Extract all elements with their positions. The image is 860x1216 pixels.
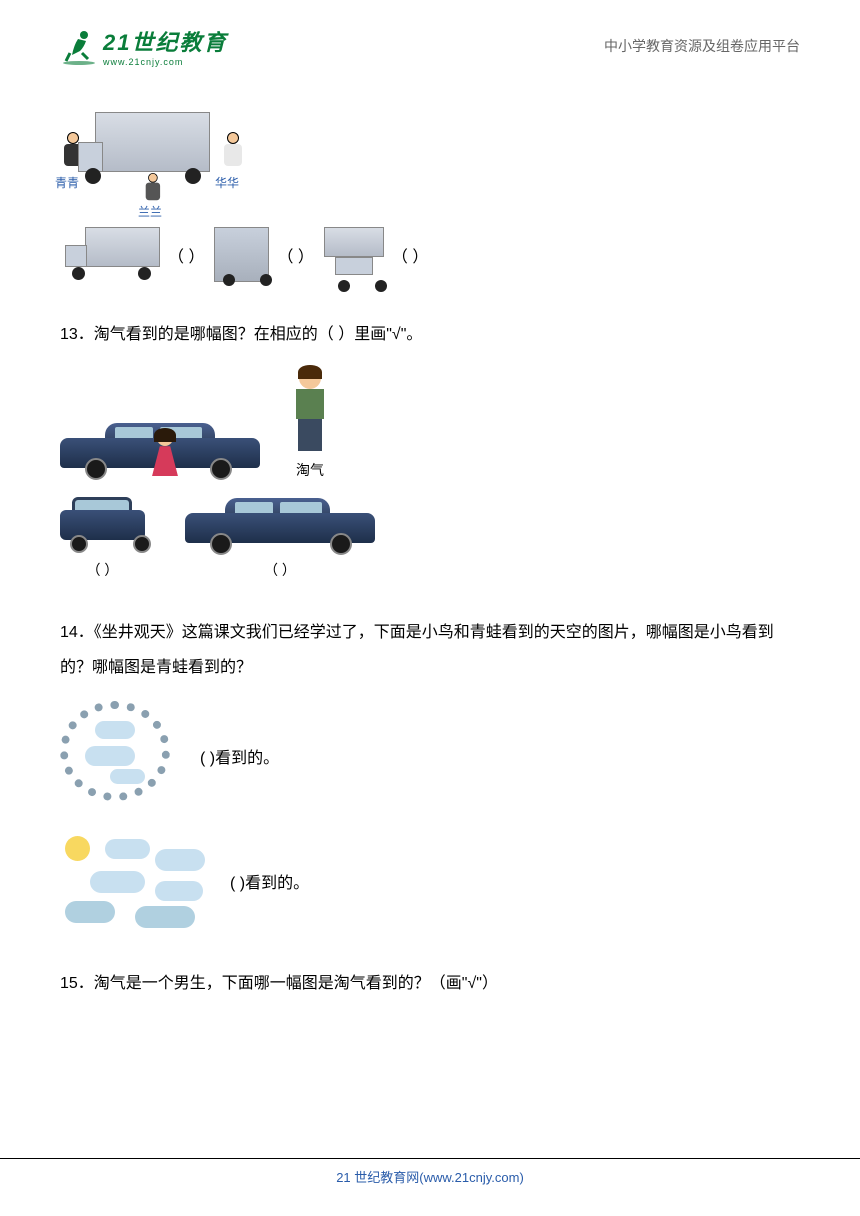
header: 21世纪教育 www.21cnjy.com 中小学教育资源及组卷应用平台: [0, 0, 860, 77]
truck-box: [95, 112, 210, 172]
answer-1[interactable]: ( )看到的。: [200, 744, 279, 768]
q15-block: 15．淘气是一个男生，下面哪一幅图是淘气看到的？（画"√"）: [60, 966, 800, 1001]
truck-option-2: （ ）: [214, 227, 313, 282]
truck-option-1: （ ）: [60, 227, 204, 282]
option-paren-1[interactable]: （ ）: [60, 560, 145, 580]
q15-text: 15．淘气是一个男生，下面哪一幅图是淘气看到的？（画"√"）: [60, 966, 800, 1001]
boy-label: 淘气: [290, 460, 330, 480]
footer: 21 世纪教育网(www.21cnjy.com): [0, 1158, 860, 1186]
footer-text: 21 世纪教育网(www.21cnjy.com): [60, 1167, 800, 1186]
q12-block: 青青 兰兰 华华: [60, 107, 800, 282]
truck-wheel: [185, 168, 201, 184]
truck-front-view: [324, 227, 384, 282]
car-side-with-girl: [60, 415, 260, 480]
paren-1[interactable]: （ ）: [168, 243, 204, 267]
sky-row-2: ( )看到的。: [60, 831, 800, 931]
sky-open-view: [60, 831, 210, 931]
truck-side-view: [60, 227, 160, 282]
q14-text: 14．《坐井观天》这篇课文我们已经学过了，下面是小鸟和青蛙看到的天空的图片，哪幅…: [60, 615, 800, 685]
logo-sub-text: www.21cnjy.com: [103, 57, 227, 67]
header-right-text: 中小学教育资源及组卷应用平台: [604, 36, 800, 56]
car-scene: 淘气: [60, 367, 800, 480]
content: 青青 兰兰 华华: [0, 77, 860, 1066]
car-option-side: （ ）: [185, 495, 375, 580]
car-options: （ ） （ ）: [60, 495, 800, 580]
q13-block: 13．淘气看到的是哪幅图？在相应的（ ）里画"√"。: [60, 317, 800, 580]
paren-3[interactable]: （ ）: [392, 243, 428, 267]
sky-row-1: ( )看到的。: [60, 701, 800, 811]
truck-wheel: [85, 168, 101, 184]
truck-back-view: [214, 227, 269, 282]
logo: 21世纪教育 www.21cnjy.com: [60, 25, 227, 67]
q14-block: 14．《坐井观天》这篇课文我们已经学过了，下面是小鸟和青蛙看到的天空的图片，哪幅…: [60, 615, 800, 930]
option-paren-2[interactable]: （ ）: [185, 560, 375, 580]
car-option-front: （ ）: [60, 495, 145, 580]
truck-options-row: （ ） （ ）: [60, 227, 800, 282]
logo-main-text: 21世纪教育: [103, 25, 227, 57]
q13-text: 13．淘气看到的是哪幅图？在相应的（ ）里画"√"。: [60, 317, 800, 352]
paren-2[interactable]: （ ）: [277, 243, 313, 267]
boy-figure: 淘气: [290, 367, 330, 480]
truck-scene: 青青 兰兰 华华: [60, 107, 260, 202]
answer-2[interactable]: ( )看到的。: [230, 869, 309, 893]
logo-icon: [60, 27, 98, 65]
girl-figure: [150, 430, 180, 485]
truck-option-3: （ ）: [324, 227, 428, 282]
sky-well-view: [60, 701, 180, 811]
